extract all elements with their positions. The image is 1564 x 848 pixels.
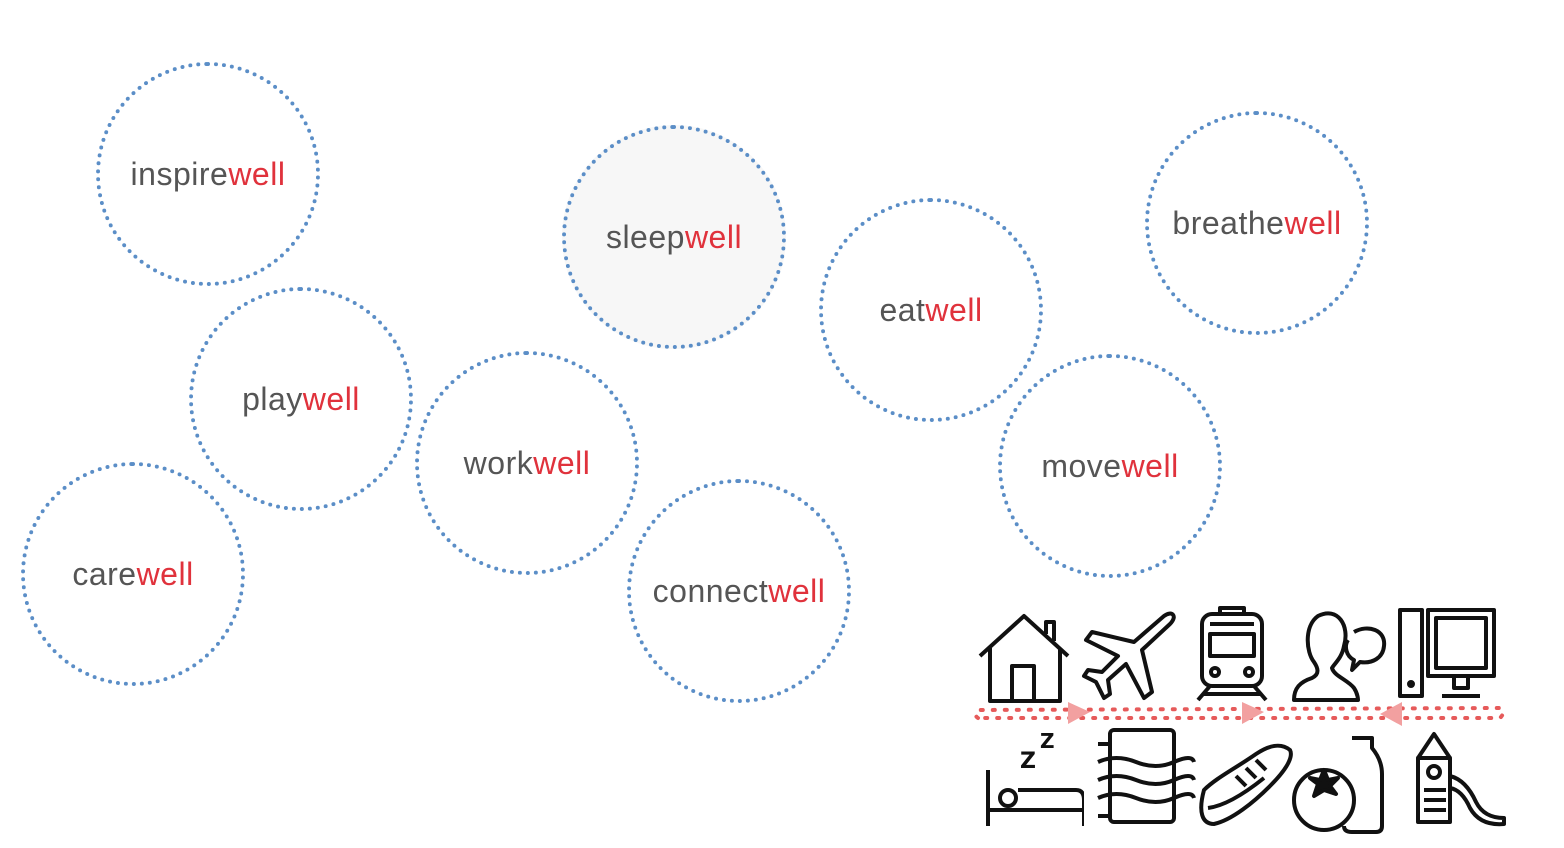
bubble-movewell[interactable]: movewell xyxy=(998,354,1222,578)
bubble-label: workwell xyxy=(463,444,591,481)
bubble-connectwell[interactable]: connectwell xyxy=(627,479,851,703)
bubble-inspirewell[interactable]: inspirewell xyxy=(96,62,320,286)
svg-text:Z: Z xyxy=(1020,749,1036,774)
airplane-icon xyxy=(1080,606,1180,706)
person-speech-icon xyxy=(1288,606,1388,706)
bubble-breathewell[interactable]: breathewell xyxy=(1145,111,1369,335)
bubble-label: carewell xyxy=(72,555,194,592)
bubble-label: playwell xyxy=(242,380,360,417)
timeline-arrow-track xyxy=(970,696,1510,736)
bubble-sleepwell[interactable]: sleepwell xyxy=(562,125,786,349)
sneaker-icon xyxy=(1196,728,1296,828)
bubble-label: sleepwell xyxy=(605,218,743,255)
bubble-playwell[interactable]: playwell xyxy=(189,287,413,511)
bubble-label: eatwell xyxy=(879,291,983,328)
house-icon xyxy=(974,606,1074,706)
bubble-workwell[interactable]: workwell xyxy=(415,351,639,575)
svg-text:Z: Z xyxy=(1040,729,1055,753)
bubble-label: breathewell xyxy=(1172,204,1342,241)
air-filter-icon xyxy=(1096,726,1196,826)
lifestyle-icon-panel: Z Z xyxy=(970,600,1514,840)
bubble-eatwell[interactable]: eatwell xyxy=(819,198,1043,422)
desktop-computer-icon xyxy=(1396,606,1496,706)
bubble-label: connectwell xyxy=(652,572,826,609)
bubble-label: movewell xyxy=(1041,447,1179,484)
playground-slide-icon xyxy=(1406,728,1506,828)
bubble-carewell[interactable]: carewell xyxy=(21,462,245,686)
tomato-bottle-icon xyxy=(1290,734,1390,834)
train-icon xyxy=(1182,604,1282,704)
bed-sleep-icon: Z Z xyxy=(984,728,1084,828)
bubble-label: inspirewell xyxy=(130,155,286,192)
